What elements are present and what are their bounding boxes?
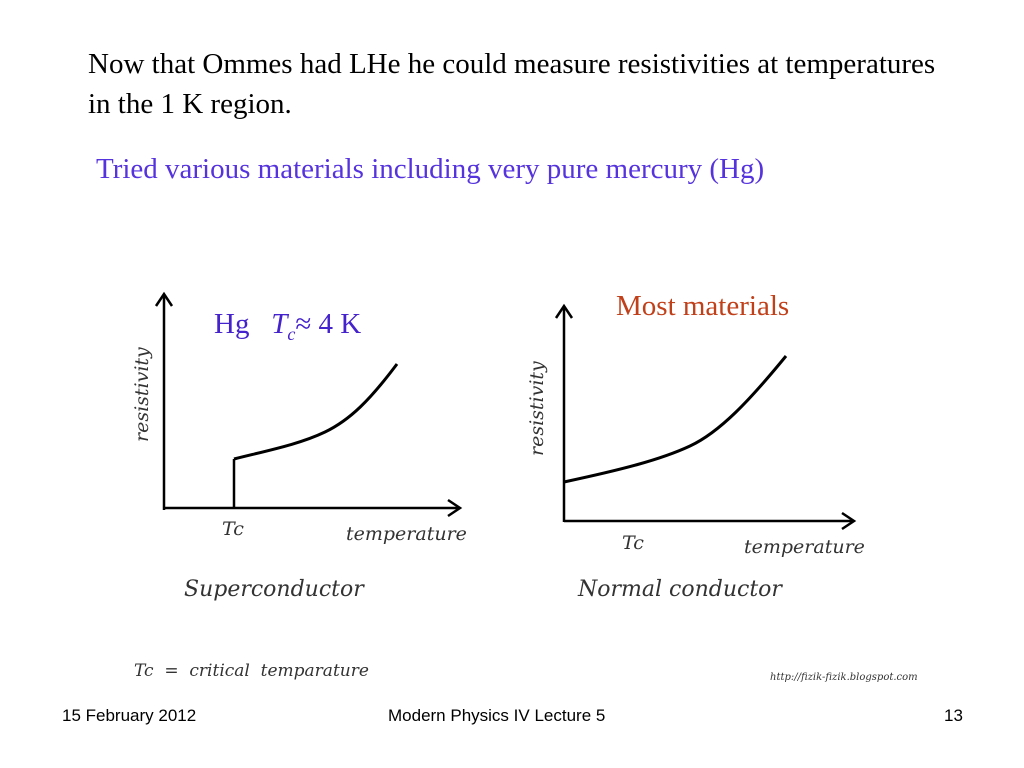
footer-title: Modern Physics IV Lecture 5 (388, 706, 606, 725)
nc-curve (563, 355, 788, 484)
nc-tick: Tc (622, 532, 644, 554)
tc-subscript: c (287, 323, 296, 344)
sc-curve (233, 363, 399, 461)
sc-x-arrow (447, 498, 463, 518)
sc-xlabel: temperature (346, 523, 467, 545)
sc-y-arrow (154, 291, 174, 307)
hg-label: Hg Tc≈ 4 K (214, 308, 361, 345)
tc-relation: ≈ 4 K (295, 308, 362, 340)
page-number: 13 (944, 706, 963, 725)
subtext: Tried various materials including very p… (96, 153, 765, 185)
nc-x-arrow (841, 511, 857, 531)
sc-tick: Tc (222, 518, 244, 540)
nc-caption: Normal conductor (577, 577, 783, 602)
tc-symbol: T (271, 308, 288, 340)
body-text: Now that Ommes had LHe he could measure … (88, 48, 936, 121)
hg-element: Hg (214, 308, 250, 340)
tc-definition: Tc = critical temparature (134, 661, 369, 681)
nc-xlabel: temperature (744, 536, 865, 558)
most-materials-label: Most materials (616, 290, 790, 322)
footer-date: 15 February 2012 (62, 706, 197, 725)
sc-caption: Superconductor (184, 577, 365, 602)
nc-y-arrow (554, 303, 574, 319)
normal-graph (554, 303, 857, 531)
superconductor-graph (154, 291, 463, 518)
nc-ylabel: resistivity (526, 361, 548, 456)
image-credit: http://fizik-fizik.blogspot.com (770, 672, 918, 683)
sc-ylabel: resistivity (131, 347, 153, 442)
